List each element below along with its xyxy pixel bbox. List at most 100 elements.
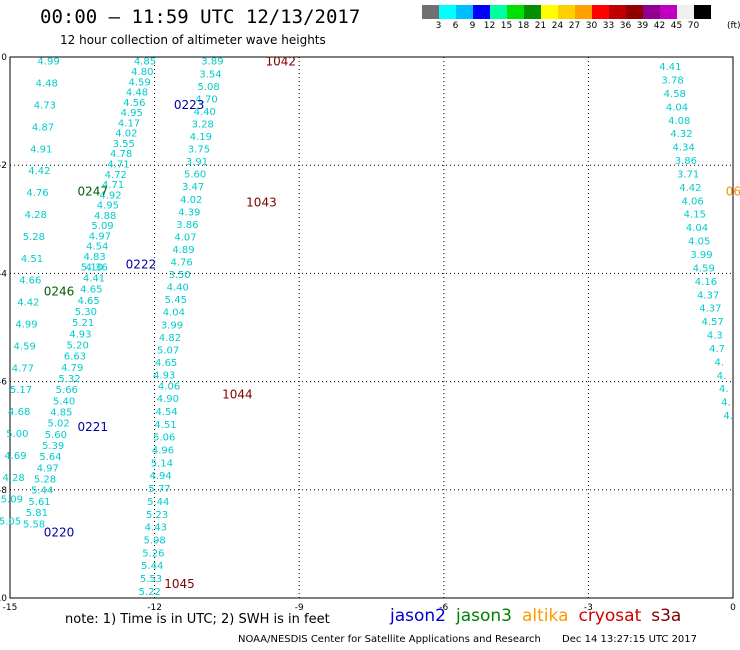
footer-credit: NOAA/NESDIS Center for Satellite Applica…: [238, 634, 541, 645]
legend-altika: altika: [522, 606, 569, 626]
wave-height-value: 5.28: [23, 232, 45, 243]
x-tick-label: -9: [295, 603, 304, 613]
wave-height-value: 4.02: [115, 129, 137, 140]
wave-height-value: 4.94: [149, 471, 171, 482]
wave-height-value: 5.09: [91, 221, 113, 232]
wave-height-value: 4.65: [77, 296, 99, 307]
wave-height-value: 5.58: [23, 519, 45, 530]
wave-height-value: 3.75: [188, 145, 210, 156]
colorbar-swatch: [473, 5, 490, 19]
wave-height-value: 4.16: [695, 277, 717, 288]
pass-time-label: 0222: [126, 258, 157, 272]
wave-height-value: 4.77: [12, 363, 34, 374]
x-tick-label: -6: [439, 603, 448, 613]
wave-height-value: 4.91: [30, 144, 52, 155]
wave-height-value: 4.43: [145, 523, 167, 534]
wave-height-value: 4.99: [15, 319, 37, 330]
wave-height-value: 4.92: [99, 190, 121, 201]
wave-height-value: 4.02: [180, 195, 202, 206]
pass-time-label: 0247: [77, 185, 108, 199]
colorbar-unit: (ft): [727, 21, 740, 31]
footer-timestamp: Dec 14 13:27:15 UTC 2017: [562, 634, 698, 645]
wave-height-value: 5.64: [39, 452, 61, 463]
wave-height-value: 4.96: [152, 446, 174, 457]
wave-height-value: 5.81: [26, 508, 48, 519]
satellite-legend: jason2 jason3 altika cryosat s3a: [390, 606, 691, 626]
wave-height-value: 5.21: [72, 318, 94, 329]
wave-height-value: 4.06: [158, 381, 180, 392]
wave-height-value: 3.91: [186, 157, 208, 168]
wave-height-value: 4.04: [666, 102, 688, 113]
colorbar-swatch: [609, 5, 626, 19]
colorbar-swatch: [558, 5, 575, 19]
colorbar-label: 15: [500, 21, 513, 31]
wave-height-value: 4.66: [19, 276, 41, 287]
wave-height-value: 4.57: [701, 317, 723, 328]
wave-height-value: 4.: [721, 398, 731, 409]
wave-height-value: 4.97: [37, 463, 59, 474]
pass-time-label: 0221: [77, 420, 108, 434]
pass-time-label: 0220: [44, 525, 75, 539]
x-tick-label: 0: [730, 603, 736, 613]
wave-height-value: 4.72: [105, 170, 127, 181]
legend-jason2: jason2: [390, 606, 446, 626]
wave-height-value: 4.39: [178, 207, 200, 218]
wave-height-value: 5.30: [75, 307, 97, 318]
colorbar-swatch: [677, 5, 694, 19]
pass-time-label: 1043: [246, 195, 277, 209]
pass-time-label: 0246: [44, 285, 75, 299]
footer: NOAA/NESDIS Center for Satellite Applica…: [238, 634, 697, 645]
wave-height-value: 4.71: [102, 180, 124, 191]
colorbar-swatch: [490, 5, 507, 19]
wave-height-value: 4.85: [50, 408, 72, 419]
wave-height-value: 5.61: [28, 497, 50, 508]
colorbar-swatch: [439, 5, 456, 19]
wave-height-value: 5.06: [153, 433, 175, 444]
wave-height-value: 4.76: [170, 258, 192, 269]
wave-height-value: 5.23: [146, 510, 168, 521]
wave-height-value: 4.54: [156, 407, 178, 418]
wave-height-value: 4.90: [157, 394, 179, 405]
y-tick-label: -10: [0, 594, 7, 604]
wave-height-value: 5.66: [56, 385, 78, 396]
wave-height-value: 4.80: [131, 67, 153, 78]
wave-height-value: 3.47: [182, 182, 204, 193]
wave-height-value: 4.58: [664, 89, 686, 100]
wave-height-value: 5.14: [151, 458, 173, 469]
wave-height-value: 4.65: [155, 358, 177, 369]
y-tick-label: 0: [1, 53, 7, 63]
wave-height-value: 4.7: [709, 344, 725, 355]
wave-height-value: 4.06: [681, 196, 703, 207]
colorbar-swatch: [575, 5, 592, 19]
wave-height-value: 3.50: [169, 270, 191, 281]
wave-height-value: 4.83: [83, 252, 105, 263]
wave-height-value: 3.89: [201, 57, 223, 68]
colorbar: [422, 5, 711, 19]
wave-height-value: 4.69: [4, 451, 26, 462]
wave-height-value: 4.56: [123, 98, 145, 109]
colorbar-swatch: [592, 5, 609, 19]
colorbar-label: 42: [653, 21, 666, 31]
wave-height-value: 4.32: [670, 129, 692, 140]
wave-height-value: 4.: [719, 384, 729, 395]
colorbar-label: 36: [619, 21, 632, 31]
wave-height-value: 3.28: [192, 119, 214, 130]
wave-height-value: 4.73: [34, 101, 56, 112]
units-note: note: 1) Time is in UTC; 2) SWH is in fe…: [65, 612, 330, 627]
pass-time-label: 1045: [164, 577, 195, 591]
wave-height-value: 5.08: [197, 82, 219, 93]
wave-height-value: 5.77: [148, 484, 170, 495]
wave-height-value: 4.95: [97, 201, 119, 212]
wave-height-value: 4.59: [14, 341, 36, 352]
wave-height-value: 3.86: [176, 220, 198, 231]
legend-s3a: s3a: [651, 606, 682, 626]
wave-height-value: 4.15: [684, 210, 706, 221]
wave-height-value: 5.10: [81, 262, 103, 273]
wave-height-value: 4.99: [37, 57, 59, 68]
wave-height-value: 4.93: [153, 370, 175, 381]
colorbar-swatch: [694, 5, 711, 19]
colorbar-swatch: [660, 5, 677, 19]
colorbar-label: 3: [435, 21, 442, 31]
wave-height-value: 3.86: [675, 156, 697, 167]
